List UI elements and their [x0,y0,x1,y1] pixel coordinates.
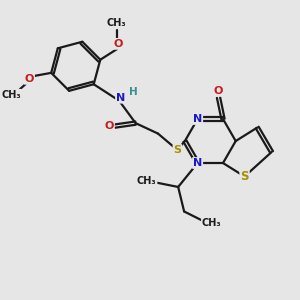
Text: CH₃: CH₃ [2,90,21,100]
Text: CH₃: CH₃ [202,218,221,228]
Text: S: S [173,145,181,155]
Text: N: N [193,114,202,124]
Text: S: S [240,170,249,183]
Text: O: O [214,86,223,96]
Text: N: N [193,158,202,168]
Text: O: O [114,39,123,49]
Text: CH₃: CH₃ [107,18,127,28]
Text: O: O [25,74,34,84]
Text: CH₃: CH₃ [137,176,157,186]
Text: O: O [105,121,114,131]
Text: H: H [129,87,138,97]
Text: N: N [116,93,125,103]
